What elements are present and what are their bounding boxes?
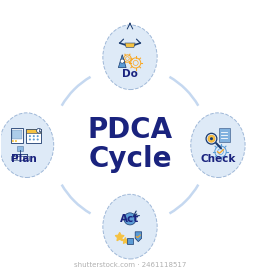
Circle shape (126, 215, 134, 223)
Circle shape (37, 128, 41, 133)
Text: Plan: Plan (11, 154, 37, 164)
FancyBboxPatch shape (17, 146, 23, 151)
Polygon shape (115, 232, 124, 241)
Ellipse shape (0, 113, 54, 178)
Ellipse shape (103, 194, 157, 259)
Text: Check: Check (200, 154, 236, 164)
Circle shape (33, 138, 35, 141)
Text: Cycle: Cycle (88, 145, 172, 173)
Text: Act: Act (120, 214, 140, 224)
Text: PDCA: PDCA (87, 116, 173, 144)
Text: Do: Do (122, 69, 138, 79)
Circle shape (12, 140, 14, 142)
Circle shape (210, 137, 213, 140)
FancyBboxPatch shape (11, 156, 16, 160)
FancyBboxPatch shape (26, 129, 41, 133)
Circle shape (29, 138, 31, 141)
Polygon shape (118, 55, 126, 67)
Polygon shape (135, 232, 142, 242)
Circle shape (33, 135, 35, 137)
Circle shape (37, 138, 39, 141)
Polygon shape (122, 237, 128, 244)
Circle shape (208, 135, 215, 142)
Ellipse shape (103, 25, 157, 90)
FancyBboxPatch shape (11, 130, 22, 139)
Circle shape (120, 59, 124, 63)
Circle shape (29, 135, 31, 137)
FancyBboxPatch shape (26, 129, 41, 143)
Circle shape (128, 217, 132, 221)
Circle shape (15, 140, 17, 142)
Circle shape (124, 213, 136, 225)
Polygon shape (125, 43, 135, 47)
FancyBboxPatch shape (219, 128, 230, 142)
Circle shape (37, 135, 39, 137)
Text: shutterstock.com · 2461118517: shutterstock.com · 2461118517 (74, 262, 186, 268)
FancyBboxPatch shape (10, 128, 23, 143)
FancyBboxPatch shape (17, 156, 23, 160)
FancyBboxPatch shape (24, 156, 29, 160)
FancyBboxPatch shape (127, 238, 133, 244)
Ellipse shape (191, 113, 245, 178)
